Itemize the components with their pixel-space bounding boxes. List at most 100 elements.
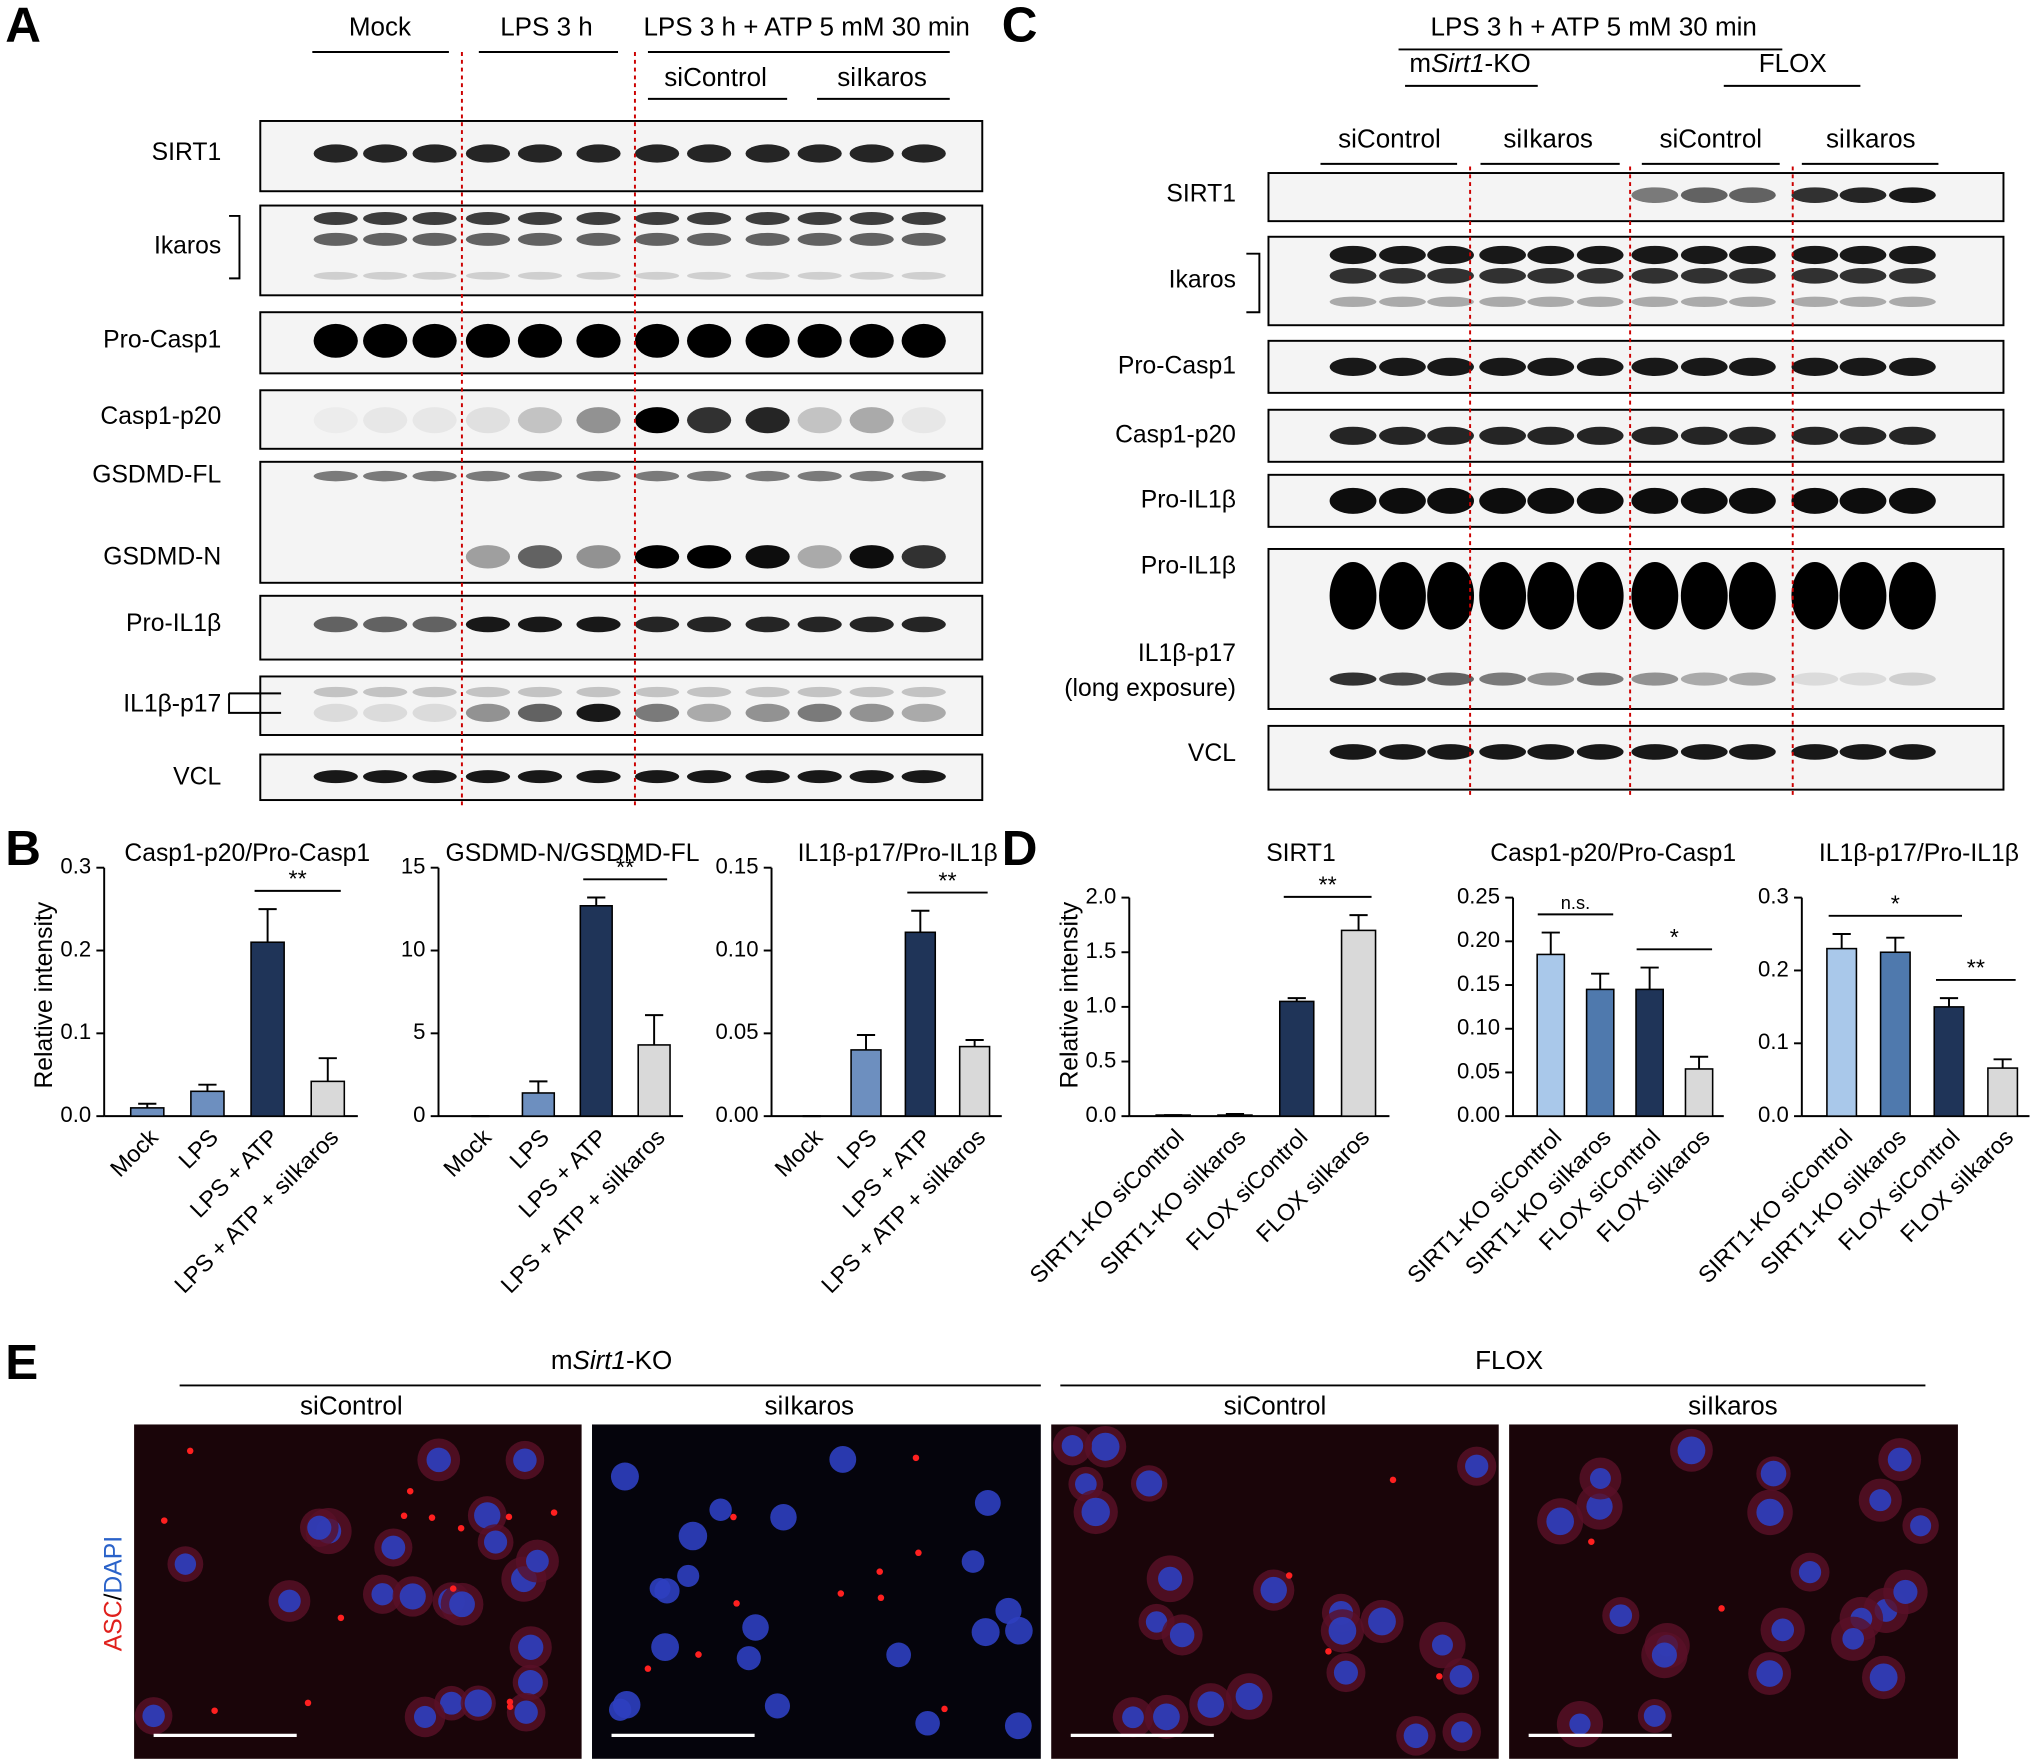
band	[412, 470, 457, 482]
asc-speck	[186, 1447, 194, 1455]
nucleus	[1677, 1436, 1706, 1465]
band	[1479, 426, 1527, 445]
band	[849, 407, 894, 434]
nucleus	[974, 1489, 1001, 1516]
asc-speck	[876, 1568, 883, 1575]
band	[363, 232, 408, 246]
y-tick-label: 15	[401, 854, 426, 879]
band	[412, 703, 457, 722]
image-label: siIkaros	[1688, 1390, 1778, 1420]
band	[1527, 487, 1575, 514]
band	[849, 703, 894, 722]
band	[797, 212, 842, 226]
band	[1631, 357, 1679, 376]
significance-label: **	[289, 866, 307, 892]
band	[1527, 744, 1575, 760]
nucleus	[678, 1521, 708, 1551]
band	[849, 144, 894, 163]
y-tick-label: 0.1	[1758, 1029, 1789, 1054]
band	[1329, 357, 1377, 376]
nucleus	[1061, 1435, 1084, 1457]
text-part: m	[1409, 48, 1431, 78]
asc-speck	[337, 1614, 345, 1622]
nucleus	[1075, 1473, 1097, 1495]
nucleus	[484, 1530, 508, 1554]
nucleus	[612, 1691, 641, 1719]
band	[797, 686, 842, 698]
band	[517, 770, 563, 784]
band	[634, 470, 680, 482]
band	[363, 616, 408, 633]
nucleus	[1235, 1682, 1263, 1710]
band	[901, 323, 946, 358]
band	[465, 271, 511, 280]
row-label: VCL	[173, 763, 221, 790]
nucleus	[449, 1591, 475, 1618]
band	[1839, 672, 1887, 686]
blot-header: Mock	[349, 11, 412, 41]
band	[849, 616, 894, 633]
x-tick-label: Mock	[105, 1124, 163, 1182]
band	[797, 770, 842, 784]
band	[1427, 744, 1475, 760]
bar	[958, 1045, 991, 1117]
band	[1680, 245, 1728, 265]
band	[1791, 267, 1839, 284]
y-tick-label: 0.0	[1086, 1102, 1117, 1127]
band	[1631, 561, 1679, 630]
asc-speck	[161, 1517, 168, 1524]
band	[1427, 426, 1475, 445]
band	[576, 323, 621, 358]
band	[745, 703, 790, 722]
band	[849, 686, 894, 698]
y-tick-label: 0.05	[1457, 1058, 1500, 1083]
blot-header: siIkaros	[1826, 123, 1916, 153]
asc-speck	[304, 1699, 312, 1707]
band	[1479, 561, 1527, 630]
significance-label: **	[1967, 955, 1985, 981]
chart-title: Casp1-p20/Pro-Casp1	[124, 840, 370, 867]
band	[1576, 744, 1624, 760]
nucleus	[1169, 1622, 1195, 1648]
bar	[637, 1044, 671, 1117]
asc-speck	[695, 1651, 702, 1658]
band	[1427, 357, 1475, 376]
band	[634, 144, 680, 163]
band	[1839, 267, 1887, 284]
band	[313, 686, 358, 698]
band	[1527, 296, 1575, 308]
y-tick-label: 0.15	[715, 854, 758, 879]
band	[634, 271, 680, 280]
nucleus	[961, 1550, 985, 1573]
band	[1631, 672, 1679, 686]
band	[1379, 296, 1426, 308]
band	[1379, 357, 1426, 376]
band	[1631, 187, 1679, 203]
asc-speck	[877, 1594, 885, 1602]
band	[465, 144, 511, 163]
band	[1791, 744, 1839, 760]
band	[412, 271, 457, 280]
x-tick-label: LPS	[504, 1124, 554, 1174]
band	[1329, 245, 1377, 265]
band	[634, 407, 680, 434]
band	[1427, 561, 1475, 630]
band	[686, 686, 732, 698]
band	[363, 271, 408, 280]
row-label: IL1β-p17	[123, 691, 221, 718]
nucleus	[1158, 1566, 1183, 1591]
band	[797, 144, 842, 163]
band	[576, 407, 621, 434]
band	[1888, 744, 1936, 760]
asc-speck	[1718, 1605, 1725, 1612]
nucleus	[829, 1446, 857, 1473]
band	[1839, 426, 1887, 445]
asc-speck	[550, 1509, 558, 1516]
significance-label: **	[938, 867, 956, 893]
band	[313, 703, 358, 722]
band	[1839, 561, 1887, 630]
nucleus	[1756, 1498, 1784, 1526]
asc-speck	[644, 1665, 652, 1672]
bar	[1635, 988, 1665, 1117]
band	[797, 323, 842, 358]
